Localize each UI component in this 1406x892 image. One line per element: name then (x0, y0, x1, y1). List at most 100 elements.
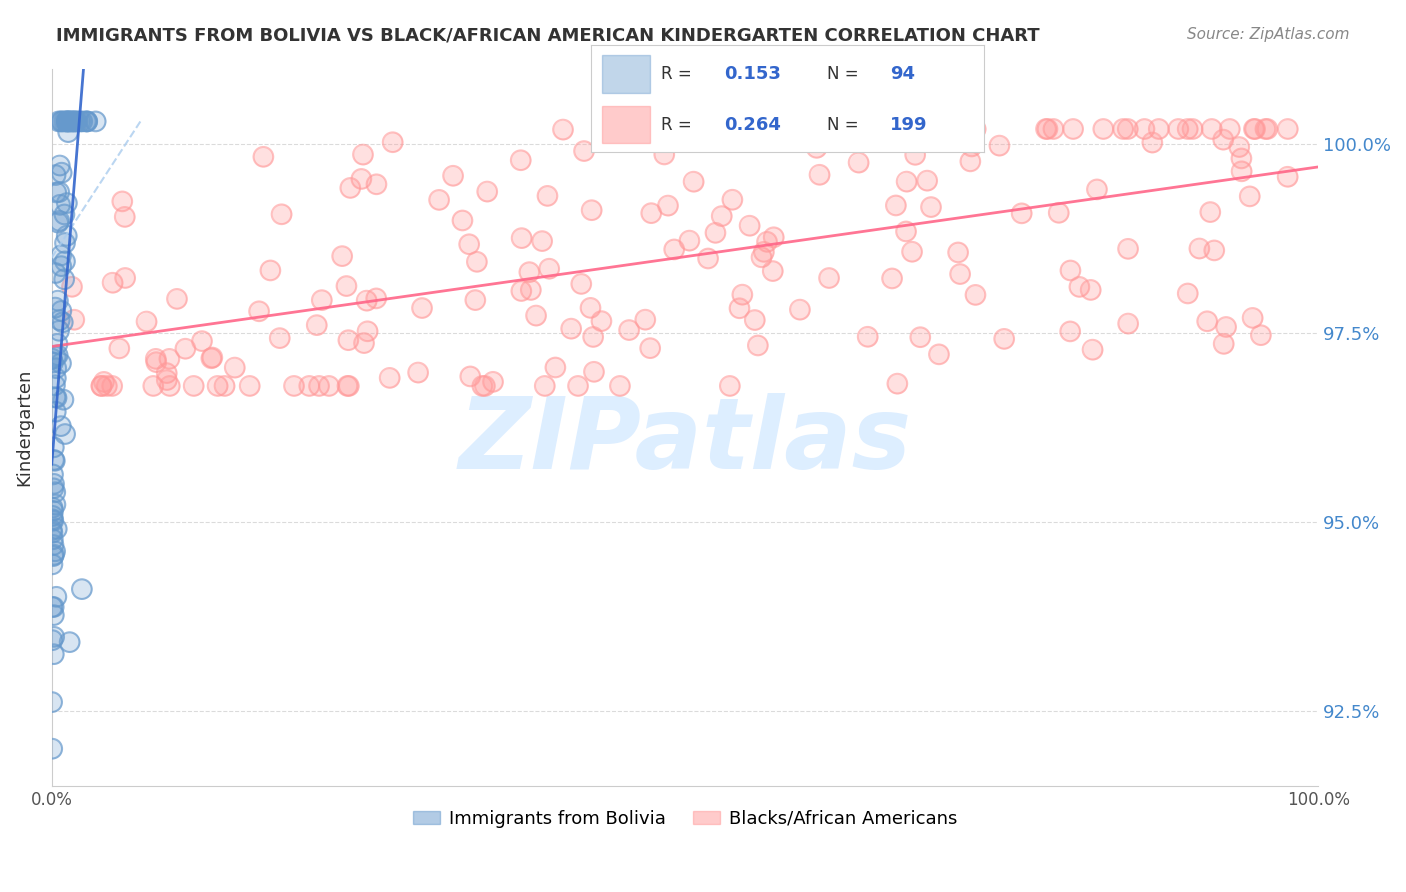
Immigrants from Bolivia (41, 741, 63, 756)
Immigrants from Bolivia (55, 114, 77, 128)
Y-axis label: Kindergarten: Kindergarten (15, 368, 32, 486)
Immigrants from Bolivia (70, 114, 93, 128)
Point (63, 114, 86, 128)
Point (66, 114, 89, 128)
FancyBboxPatch shape (602, 55, 650, 93)
Point (60, 114, 83, 128)
Blacks/African Americans (544, 360, 567, 375)
Immigrants from Bolivia (45, 590, 67, 604)
Text: 0.264: 0.264 (724, 116, 782, 134)
Blacks/African Americans (1215, 320, 1237, 334)
Immigrants from Bolivia (44, 266, 66, 280)
Blacks/African Americans (844, 122, 866, 136)
Point (53, 272, 76, 286)
Point (96, 379, 118, 393)
Point (52, 315, 75, 329)
Point (915, 174, 938, 188)
Blacks/African Americans (638, 341, 661, 355)
Immigrants from Bolivia (56, 114, 79, 128)
Immigrants from Bolivia (70, 582, 93, 596)
Point (53, 427, 76, 442)
Point (156, 373, 179, 387)
Immigrants from Bolivia (69, 114, 91, 128)
Immigrants from Bolivia (56, 125, 79, 139)
Point (308, 379, 330, 393)
Point (882, 122, 904, 136)
Point (1177, 286, 1199, 301)
Immigrants from Bolivia (44, 301, 66, 315)
Immigrants from Bolivia (41, 695, 63, 709)
Text: N =: N = (827, 116, 863, 134)
Point (191, 334, 214, 348)
Immigrants from Bolivia (48, 324, 70, 338)
Blacks/African Americans (1244, 122, 1267, 136)
Point (41, 523, 63, 537)
Blacks/African Americans (305, 318, 328, 333)
Blacks/African Americans (1081, 343, 1104, 357)
Blacks/African Americans (776, 122, 799, 136)
Point (510, 231, 533, 245)
Point (45, 361, 67, 376)
Blacks/African Americans (533, 379, 555, 393)
Blacks/African Americans (1092, 122, 1115, 136)
Immigrants from Bolivia (45, 391, 67, 405)
Point (1254, 122, 1277, 136)
Blacks/African Americans (114, 271, 136, 285)
Blacks/African Americans (337, 379, 360, 393)
Blacks/African Americans (224, 360, 246, 375)
Immigrants from Bolivia (41, 633, 63, 648)
Blacks/African Americans (738, 219, 761, 233)
Blacks/African Americans (247, 304, 270, 318)
Immigrants from Bolivia (58, 114, 80, 128)
Point (381, 135, 404, 149)
Point (560, 321, 582, 335)
Point (728, 301, 751, 316)
Immigrants from Bolivia (51, 259, 73, 273)
Blacks/African Americans (634, 312, 657, 326)
Immigrants from Bolivia (42, 600, 65, 615)
Blacks/African Americans (880, 271, 903, 285)
Immigrants from Bolivia (49, 419, 72, 434)
Point (533, 379, 555, 393)
Point (145, 351, 167, 366)
Immigrants from Bolivia (42, 538, 65, 552)
Point (520, 283, 543, 297)
Point (1199, 205, 1222, 219)
Point (52, 392, 75, 407)
Point (53, 114, 76, 128)
Point (42, 548, 65, 562)
Immigrants from Bolivia (49, 356, 72, 370)
Immigrants from Bolivia (44, 498, 66, 512)
Point (101, 379, 124, 393)
Blacks/African Americans (710, 209, 733, 223)
Blacks/African Americans (510, 231, 533, 245)
Point (53, 254, 76, 268)
Text: 94: 94 (890, 64, 915, 82)
Point (657, 198, 679, 212)
Point (247, 304, 270, 318)
Point (70, 582, 93, 596)
Point (856, 330, 879, 344)
Blacks/African Americans (718, 379, 741, 393)
Immigrants from Bolivia (53, 207, 76, 221)
Point (48, 114, 70, 128)
Blacks/African Americans (949, 267, 972, 281)
Blacks/African Americans (318, 379, 340, 393)
Blacks/African Americans (1181, 122, 1204, 136)
Point (41, 525, 63, 540)
Point (339, 181, 361, 195)
Point (90, 379, 112, 393)
Immigrants from Bolivia (44, 454, 66, 468)
Blacks/African Americans (988, 138, 1011, 153)
Point (1116, 317, 1139, 331)
Point (56, 196, 79, 211)
Immigrants from Bolivia (41, 351, 63, 366)
Point (335, 279, 357, 293)
Point (617, 323, 640, 337)
Point (721, 193, 744, 207)
Point (366, 178, 388, 192)
Blacks/African Americans (111, 194, 134, 209)
Point (45, 371, 67, 385)
Blacks/African Americans (1035, 122, 1057, 136)
Blacks/African Americans (1201, 122, 1223, 136)
